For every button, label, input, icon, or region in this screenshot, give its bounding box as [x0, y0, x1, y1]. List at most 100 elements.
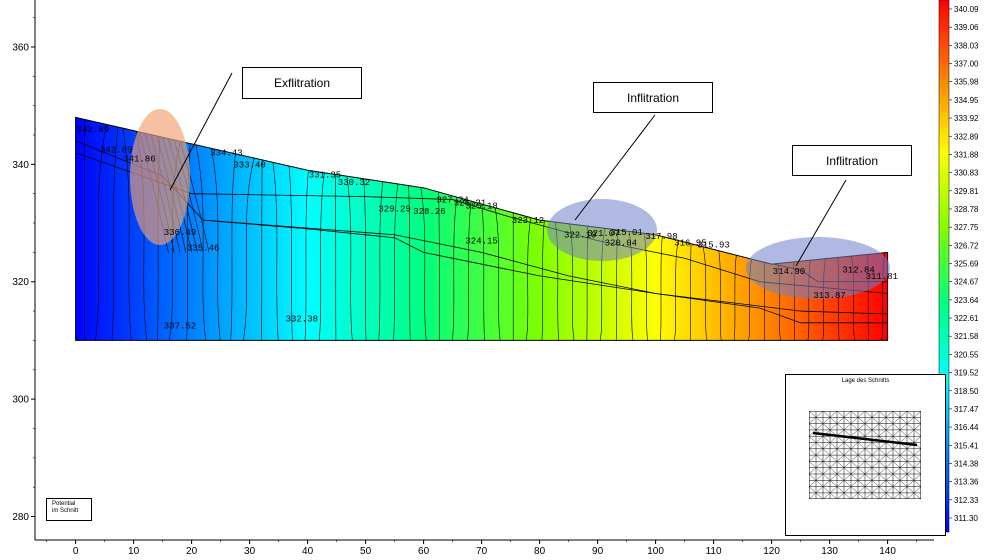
colorbar-label: 332.89 — [954, 132, 979, 141]
colorbar-label: 325.69 — [954, 260, 979, 269]
inset-mesh-diagonal — [815, 454, 824, 462]
inset-mesh-diagonal — [871, 442, 880, 449]
inset-mesh-diagonal — [857, 448, 866, 456]
inset-mesh-diagonal — [871, 448, 880, 456]
contour-line — [419, 182, 427, 341]
infiltration-label-1: Inflitration — [626, 90, 680, 105]
inset-mesh-diagonal — [878, 461, 887, 468]
legend-box: Potential im Schnitt — [46, 498, 92, 521]
inset-mesh-diagonal — [809, 492, 817, 499]
inset-mesh-diagonal — [836, 442, 845, 449]
inset-mesh-diagonal — [913, 480, 921, 487]
contour-line — [717, 245, 722, 341]
inset-mesh-diagonal — [829, 442, 838, 449]
x-tick-label: 30 — [244, 546, 256, 557]
x-tick-label: 100 — [647, 546, 664, 557]
inset-mesh-diagonal — [864, 492, 873, 499]
inset-mesh-diagonal — [892, 429, 901, 437]
inset-mesh-diagonal — [843, 454, 852, 462]
contour-line — [318, 166, 326, 341]
inset-mesh-diagonal — [864, 417, 873, 424]
contour-line — [660, 230, 664, 341]
inset-mesh-diagonal — [899, 436, 908, 443]
colorbar-label: 323.64 — [954, 296, 979, 305]
inset-mesh-diagonal — [843, 448, 852, 456]
colorbar-label: 337.00 — [954, 60, 979, 69]
inset-mesh-diagonal — [809, 461, 817, 468]
contour-line — [467, 194, 473, 341]
inset-mesh-diagonal — [913, 423, 921, 431]
inset-mesh-diagonal — [836, 411, 845, 418]
inset-mesh-diagonal — [864, 454, 873, 462]
inset-mesh-diagonal — [892, 467, 901, 475]
inset-mesh-diagonal — [815, 417, 824, 424]
inset-mesh-diagonal — [899, 486, 908, 494]
axes: 0 10 20 30 40 50 60 70 80 90 100 110 120 130 140 360 340… — [12, 0, 934, 557]
inset-mesh-diagonal — [836, 423, 845, 431]
inset-mesh-diagonal — [878, 454, 887, 462]
inset-mesh-diagonal — [864, 429, 873, 437]
inset-mesh-diagonal — [836, 461, 845, 468]
inset-mesh-diagonal — [857, 486, 866, 494]
inset-mesh-diagonal — [878, 417, 887, 424]
inset-mesh-diagonal — [836, 492, 845, 499]
contour-label: 315.01 — [610, 228, 642, 238]
inset-mesh-diagonal — [864, 480, 873, 487]
legend-line-1: Potential — [52, 501, 76, 507]
inset-mesh-diagonal — [857, 442, 866, 449]
inset-mesh-diagonal — [871, 423, 880, 431]
colorbar-label: 319.52 — [954, 369, 979, 378]
colorbar-label: 331.88 — [954, 150, 979, 159]
inset-mesh-diagonal — [885, 429, 894, 437]
x-tick-label: 80 — [534, 546, 546, 557]
colorbar-label: 330.83 — [954, 169, 979, 178]
inset-mesh-diagonal — [885, 417, 894, 424]
inset-mesh-diagonal — [843, 423, 852, 431]
colorbar-label: 312.33 — [954, 496, 979, 505]
colorbar-label: 329.81 — [954, 187, 979, 196]
exfiltration-leader — [169, 72, 233, 191]
inset-mesh-diagonal — [871, 467, 880, 475]
section-location-inset: Lage des Schnitts — [785, 374, 946, 536]
inset-mesh-diagonal — [885, 486, 894, 494]
inset-mesh-diagonal — [871, 461, 880, 468]
infiltration-zone-ellipse-2 — [746, 237, 890, 299]
x-tick-label: 90 — [592, 546, 604, 557]
inset-mesh-diagonal — [850, 423, 859, 431]
inset-mesh-diagonal — [809, 448, 817, 456]
colorbar-label: 317.47 — [954, 405, 979, 414]
inset-mesh-diagonal — [906, 417, 915, 424]
inset-mesh-diagonal — [815, 467, 824, 475]
contour-line — [230, 147, 237, 341]
contour-labels: 342.89342.89341.86334.43333.40331.35330.… — [77, 125, 898, 332]
y-tick-label: 280 — [12, 512, 29, 523]
x-tick-label: 40 — [302, 546, 314, 557]
inset-mesh-diagonal — [906, 448, 915, 456]
inset-mesh-diagonal — [885, 448, 894, 456]
highlight-ellipses — [130, 109, 890, 299]
inset-mesh-diagonal — [864, 467, 873, 475]
contour-label: 323.12 — [512, 216, 544, 226]
inset-mesh-diagonal — [850, 454, 859, 462]
contour-line — [378, 175, 384, 341]
inset-mesh-diagonal — [809, 473, 817, 481]
inset-mesh-diagonal — [822, 411, 831, 418]
inset-mesh-diagonal — [871, 411, 880, 418]
contour-line — [243, 150, 257, 341]
inset-mesh-diagonal — [815, 486, 824, 494]
contour-line — [881, 246, 888, 341]
inset-mesh-diagonal — [906, 454, 915, 462]
inset-mesh-diagonal — [843, 480, 852, 487]
contour-line — [288, 160, 293, 341]
inset-mesh-diagonal — [864, 486, 873, 494]
inset-mesh-diagonal — [892, 492, 901, 499]
inset-mesh-diagonal — [885, 492, 894, 499]
inset-mesh-diagonal — [878, 442, 887, 449]
colorbar-label: 324.67 — [954, 278, 979, 287]
inset-mesh-diagonal — [815, 473, 824, 481]
inset-mesh-diagonal — [899, 492, 908, 499]
contour-line — [363, 173, 367, 341]
contour-label: 331.35 — [309, 170, 341, 180]
inset-mesh-diagonal — [871, 486, 880, 494]
